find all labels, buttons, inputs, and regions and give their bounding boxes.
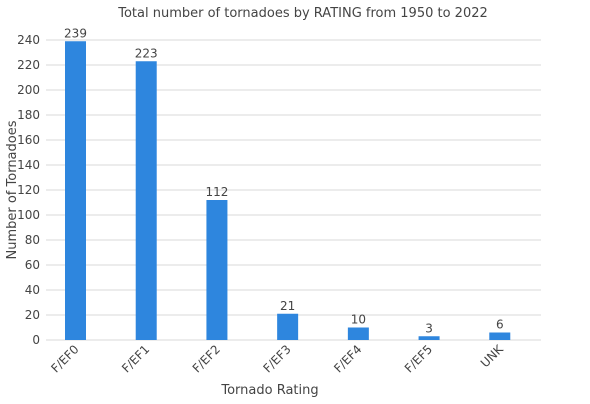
- bar: [65, 41, 86, 340]
- bar: [489, 332, 511, 340]
- data-label: 6: [496, 318, 504, 332]
- bar: [206, 200, 228, 340]
- bar: [277, 313, 299, 340]
- x-tick-label: UNK: [478, 341, 507, 370]
- bar: [135, 61, 157, 340]
- y-tick-label: 240: [17, 33, 40, 47]
- y-axis-label: Number of Tornadoes: [5, 120, 20, 259]
- y-tick-label: 0: [32, 333, 40, 347]
- data-label: 21: [280, 299, 295, 313]
- data-labels: 239 223 112 21 10 3 6: [64, 26, 504, 335]
- y-tick-label: 120: [17, 183, 40, 197]
- y-tick-label: 100: [17, 208, 40, 222]
- data-label: 112: [205, 185, 228, 199]
- y-tick-label: 40: [25, 283, 40, 297]
- data-label: 10: [351, 313, 366, 327]
- x-tick-label: F/EF2: [190, 342, 223, 375]
- y-axis-ticks: 0 20 40 60 80 100 120 140 160 180 200 220 240: [17, 33, 40, 347]
- bar: [418, 336, 440, 340]
- grid-lines: [46, 39, 541, 341]
- y-tick-label: 20: [25, 308, 40, 322]
- y-tick-label: 60: [25, 258, 40, 272]
- y-tick-label: 200: [17, 83, 40, 97]
- x-tick-label: F/EF5: [402, 342, 435, 375]
- x-tick-label: F/EF3: [260, 342, 293, 375]
- bars: [65, 41, 511, 340]
- data-label: 239: [64, 26, 87, 40]
- y-tick-label: 220: [17, 58, 40, 72]
- x-tick-label: F/EF1: [119, 342, 152, 375]
- x-axis-label: Tornado Rating: [220, 383, 318, 398]
- data-label: 3: [425, 321, 433, 335]
- x-tick-label: F/EF0: [48, 342, 81, 375]
- y-tick-label: 160: [17, 133, 40, 147]
- x-tick-label: F/EF4: [331, 342, 364, 375]
- chart-title: Total number of tornadoes by RATING from…: [117, 6, 488, 21]
- y-tick-label: 140: [17, 158, 40, 172]
- y-tick-label: 180: [17, 108, 40, 122]
- bar: [347, 327, 369, 340]
- data-label: 223: [135, 46, 158, 60]
- y-tick-label: 80: [25, 233, 40, 247]
- x-axis-ticks: F/EF0 F/EF1 F/EF2 F/EF3 F/EF4 F/EF5 UNK: [48, 341, 506, 375]
